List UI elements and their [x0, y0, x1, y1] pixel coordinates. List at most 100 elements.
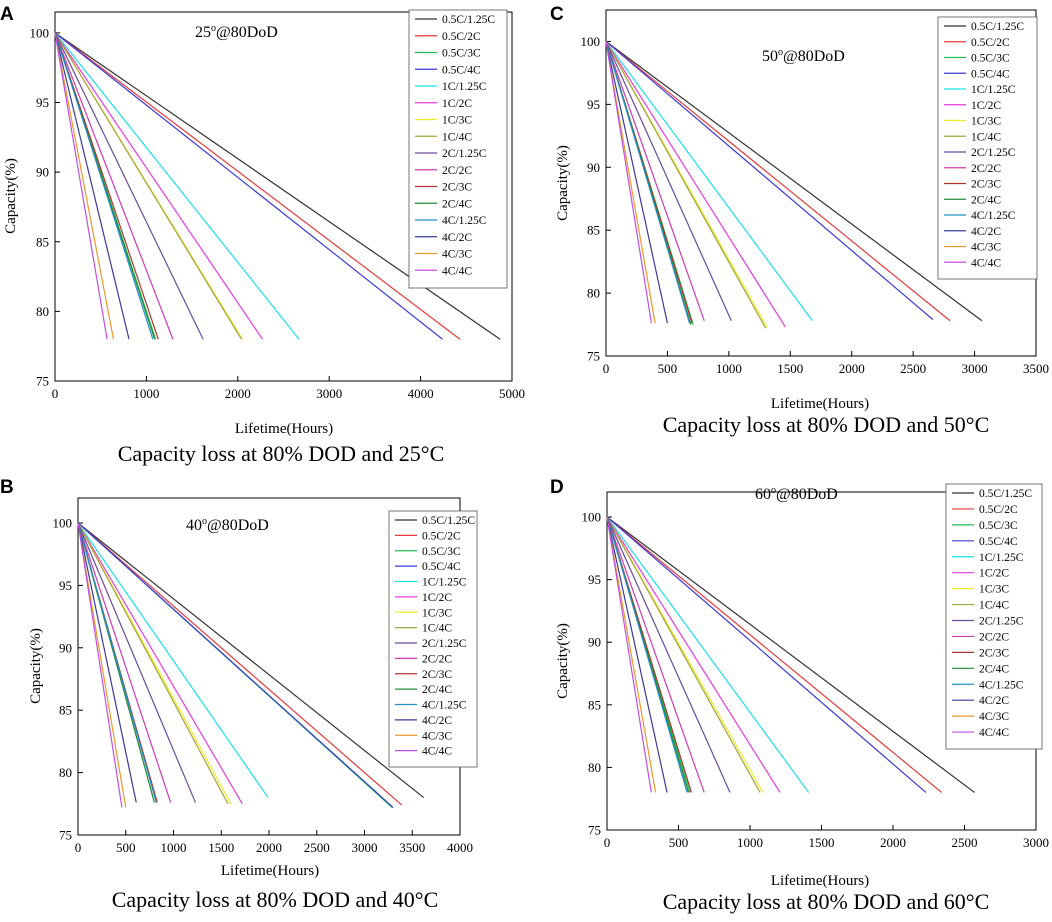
series-line-4C/2C [54, 32, 130, 340]
series-line-4C/3C [54, 32, 115, 340]
series-line-2C/1.25C [77, 522, 197, 803]
legend-label: 4C/1.25C [442, 215, 487, 227]
legend-label: 1C/2C [442, 98, 472, 110]
plot-title-rest: @80DoD [783, 48, 845, 65]
legend-label: 0.5C/2C [979, 504, 1018, 516]
y-tick-label: 100 [582, 510, 602, 525]
chart-panel-b: 0 500 1000 1500 2000 2500 3000 3500 4000 75 80 85 90… [0, 477, 478, 912]
series-line-0.5C/4C [605, 40, 934, 320]
y-tick-label: 90 [587, 160, 600, 175]
series-line-4C/4C [606, 516, 652, 793]
legend-label: 4C/4C [422, 746, 452, 758]
legend-label: 4C/4C [971, 257, 1001, 269]
series-line-4C/3C [605, 41, 656, 324]
series-line-4C/2C [605, 41, 669, 324]
x-tick-label: 500 [658, 361, 678, 376]
series-line-1C/4C [77, 522, 229, 805]
legend-label: 1C/4C [971, 131, 1001, 143]
legend-label: 2C/1.25C [971, 147, 1016, 159]
legend-label: 0.5C/3C [979, 520, 1018, 532]
x-tick-label: 500 [669, 835, 689, 850]
legend: 0.5C/1.25C 0.5C/2C 0.5C/3C 0.5C/4C 1C/1.25C 1… [937, 16, 1038, 280]
legend-label: 1C/2C [422, 592, 452, 604]
series-line-1C/1.25C [54, 32, 300, 340]
x-tick-label: 1500 [208, 840, 234, 855]
panel-letter: C [550, 4, 564, 25]
legend-label: 1C/1.25C [422, 577, 467, 589]
x-tick-label: 3000 [1023, 835, 1049, 850]
legend: 0.5C/1.25C 0.5C/2C 0.5C/3C 0.5C/4C 1C/1.25C 1… [388, 510, 478, 768]
x-tick-label: 2000 [880, 835, 906, 850]
legend-label: 0.5C/2C [442, 31, 481, 43]
plot-title: 40o@80DoD [186, 516, 269, 534]
plot-title-temp: 40 [186, 517, 202, 534]
legend-label: 2C/3C [422, 669, 452, 681]
series-line-4C/4C [77, 522, 123, 808]
legend-label: 1C/3C [422, 607, 452, 619]
x-tick-label: 2500 [900, 361, 926, 376]
series-line-1C/4C [605, 41, 767, 329]
legend: 0.5C/1.25C 0.5C/2C 0.5C/3C 0.5C/4C 1C/1.25C 1… [945, 483, 1043, 750]
chart-panel-a: 0 1000 2000 3000 4000 5000 75 80 85 90 95 100 0.5C/1… [0, 4, 525, 466]
chart-panel-c: 0 500 1000 1500 2000 2500 3000 3500 75 80 85 90 95 10… [550, 4, 1049, 437]
legend-label: 2C/2C [979, 631, 1009, 643]
legend-label: 0.5C/4C [442, 64, 481, 76]
series-line-4C/2C [77, 522, 137, 803]
legend-label: 0.5C/1.25C [971, 21, 1024, 33]
series-line-0.5C/1.25C [606, 516, 975, 793]
plot-title-temp: 60 [755, 486, 771, 503]
series-line-4C/1.25C [606, 516, 688, 793]
x-tick-label: 1000 [716, 361, 742, 376]
legend-label: 0.5C/3C [971, 53, 1010, 65]
legend-label: 0.5C/3C [422, 546, 461, 558]
x-tick-label: 5000 [499, 386, 525, 401]
legend-label: 4C/3C [422, 730, 452, 742]
legend-label: 2C/1.25C [979, 616, 1024, 628]
legend-box [945, 483, 1043, 750]
y-tick-label: 80 [36, 304, 49, 319]
panel-caption: Capacity loss at 80% DOD and 60°C [663, 889, 990, 914]
y-axis-label: Capacity(%) [555, 623, 571, 699]
x-tick-label: 0 [604, 835, 611, 850]
legend-label: 0.5C/4C [979, 536, 1018, 548]
legend-label: 0.5C/2C [422, 530, 461, 542]
legend-label: 4C/2C [422, 715, 452, 727]
series-line-2C/1.25C [606, 516, 731, 793]
panel-caption: Capacity loss at 80% DOD and 25°C [118, 441, 445, 466]
legend-label: 0.5C/3C [442, 48, 481, 60]
series-line-4C/3C [606, 516, 657, 793]
series-line-0.5C/4C [54, 32, 443, 340]
legend-label: 4C/2C [442, 232, 472, 244]
y-axis-label: Capacity(%) [28, 628, 44, 704]
plot-title-degree: o [202, 516, 207, 527]
y-axis-label: Capacity(%) [3, 158, 19, 234]
legend-label: 1C/4C [422, 623, 452, 635]
x-tick-label: 3500 [399, 840, 425, 855]
legend-label: 2C/3C [979, 647, 1009, 659]
x-tick-label: 1000 [133, 386, 159, 401]
y-tick-label: 95 [59, 578, 72, 593]
series-line-0.5C/2C [77, 522, 403, 806]
x-tick-label: 2000 [225, 386, 251, 401]
panel-caption: Capacity loss at 80% DOD and 40°C [112, 887, 439, 912]
legend-label: 1C/3C [442, 115, 472, 127]
x-axis-label: Lifetime(Hours) [771, 396, 869, 412]
series-line-4C/1.25C [77, 522, 157, 803]
plot-title: 60o@80DoD [755, 485, 838, 503]
legend-label: 2C/3C [971, 179, 1001, 191]
series-line-0.5C/4C [77, 522, 394, 808]
panel-caption: Capacity loss at 80% DOD and 50°C [663, 412, 990, 437]
legend-label: 2C/4C [442, 198, 472, 210]
legend-label: 4C/1.25C [971, 210, 1016, 222]
plot-title-degree: o [771, 485, 776, 496]
legend-label: 2C/1.25C [442, 148, 487, 160]
legend-label: 2C/1.25C [422, 638, 467, 650]
y-tick-label: 90 [59, 640, 72, 655]
series-line-4C/1.25C [605, 41, 691, 324]
legend-label: 1C/2C [971, 100, 1001, 112]
legend-label: 1C/3C [979, 584, 1009, 596]
series-line-2C/2C [606, 516, 705, 793]
legend-label: 2C/4C [971, 194, 1001, 206]
legend-label: 1C/2C [979, 568, 1009, 580]
